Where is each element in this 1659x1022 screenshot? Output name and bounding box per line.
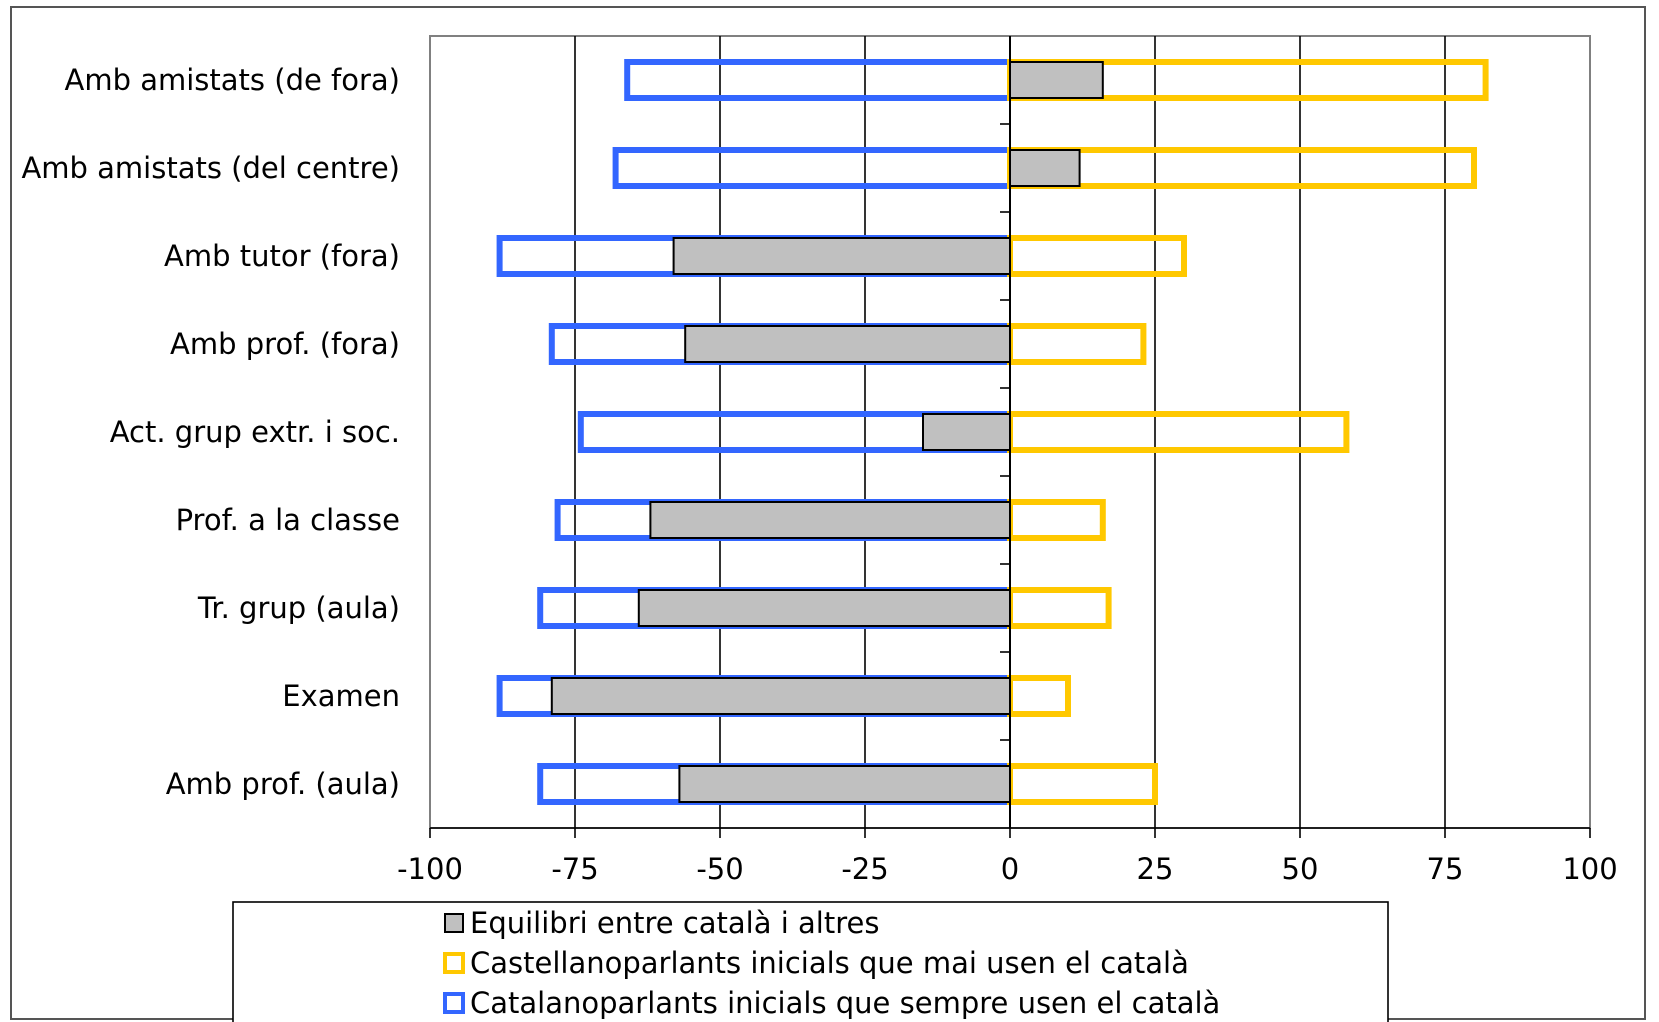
category-label: Amb prof. (aula)	[166, 767, 400, 801]
legend-swatch-castellanoparlants	[443, 952, 465, 974]
legend-label-equilibri: Equilibri entre català i altres	[470, 906, 879, 940]
bar-equilibri	[1009, 149, 1081, 187]
x-tick-label: -100	[397, 852, 463, 886]
x-tick-label: 50	[1282, 852, 1319, 886]
x-tick-label: 25	[1137, 852, 1174, 886]
gridlines	[574, 36, 1446, 828]
legend-swatch-equilibri	[444, 913, 464, 933]
x-tick-labels: -100 -75 -50 -25 0 25 50 75 100	[397, 852, 1618, 886]
x-tick-label: -50	[696, 852, 743, 886]
legend-box	[232, 901, 1389, 1022]
category-labels: Amb amistats (de fora) Amb amistats (del …	[21, 63, 400, 801]
x-tick-label: 100	[1562, 852, 1617, 886]
x-tick-label: -25	[841, 852, 888, 886]
category-label: Act. grup extr. i soc.	[110, 415, 400, 449]
bar-equilibri	[672, 237, 1011, 275]
category-label: Prof. a la classe	[176, 503, 400, 537]
bar-equilibri	[678, 765, 1012, 803]
category-label: Amb tutor (fora)	[164, 239, 400, 273]
x-tick-label: 0	[1001, 852, 1019, 886]
bar-equilibri	[637, 589, 1011, 627]
category-label: Tr. grup (aula)	[197, 591, 400, 625]
bar-equilibri	[649, 501, 1012, 539]
category-label: Amb prof. (fora)	[170, 327, 400, 361]
legend-label-castellanoparlants: Castellanoparlants inicials que mai usen…	[470, 946, 1189, 980]
bar-equilibri	[922, 413, 1011, 451]
bar-equilibri	[550, 677, 1011, 715]
bar-equilibri	[684, 325, 1011, 363]
category-label: Amb amistats (del centre)	[21, 151, 400, 185]
x-tick-label: -75	[551, 852, 598, 886]
x-tick-label: 75	[1427, 852, 1464, 886]
category-label: Examen	[282, 679, 400, 713]
axes	[429, 36, 1591, 838]
legend-swatch-catalanoparlants	[443, 992, 465, 1014]
bars	[496, 59, 1489, 805]
legend: Equilibri entre català i altres Castellan…	[232, 901, 1389, 1022]
bar-equilibri	[1009, 61, 1104, 99]
category-label: Amb amistats (de fora)	[65, 63, 400, 97]
legend-label-catalanoparlants: Catalanoparlants inicials que sempre use…	[470, 986, 1220, 1020]
